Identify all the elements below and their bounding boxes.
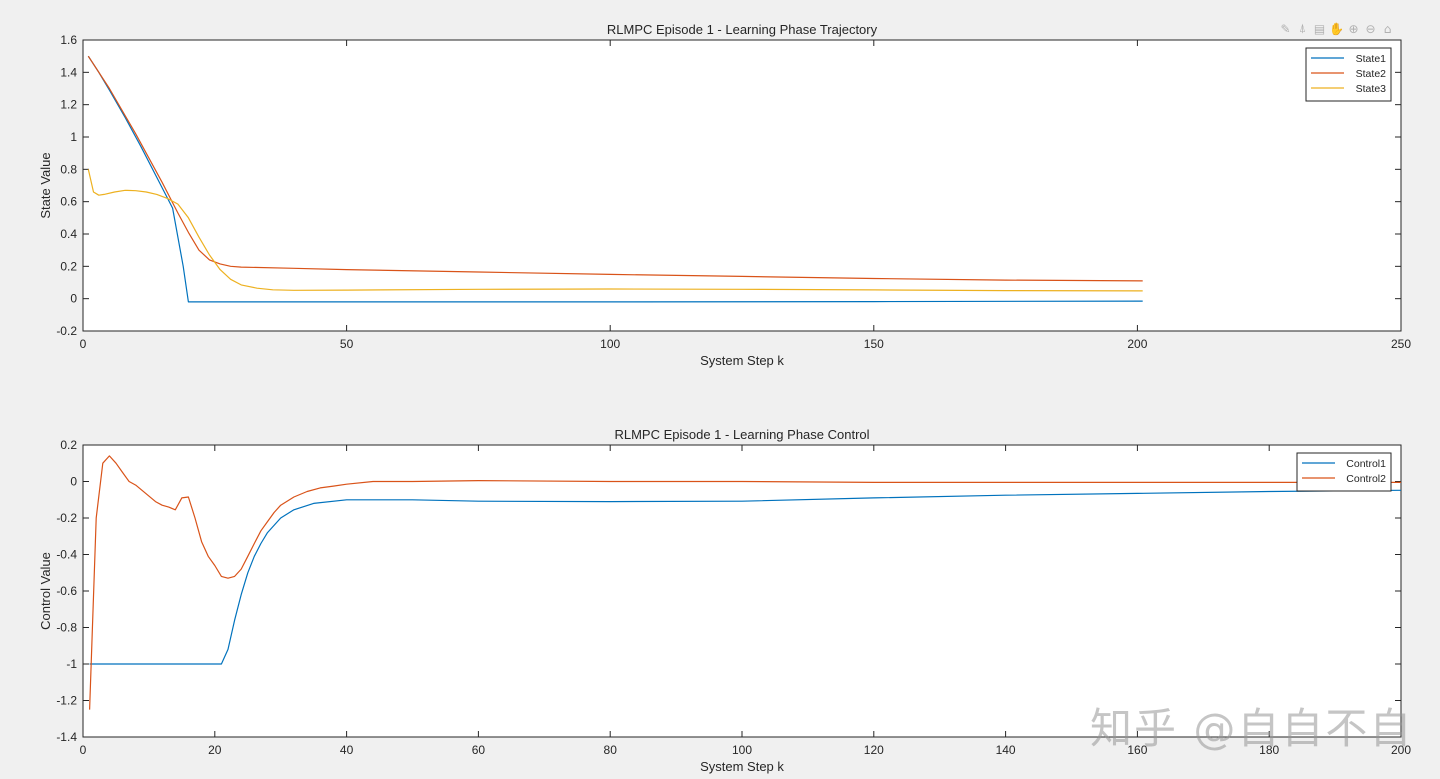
y-axis-label: State Value	[38, 152, 53, 218]
x-tick-label: 20	[208, 743, 222, 757]
y-tick-label: 0	[70, 475, 77, 489]
x-tick-label: 0	[80, 337, 87, 351]
pan-hand-icon[interactable]: ✋	[1329, 21, 1344, 36]
series-line-control2	[89, 455, 1401, 710]
x-tick-label: 0	[80, 743, 87, 757]
y-tick-label: -0.8	[56, 621, 77, 635]
x-tick-label: 60	[472, 743, 486, 757]
y-tick-label: -1	[66, 657, 77, 671]
series-line-state2	[87, 55, 1143, 282]
legend-label: State2	[1356, 68, 1387, 80]
y-tick-label: 1.2	[60, 98, 77, 112]
y-tick-label: 0.2	[60, 438, 77, 452]
y-tick-label: 1.6	[60, 33, 77, 47]
y-tick-label: 1	[70, 130, 77, 144]
trajectory-chart: RLMPC Episode 1 - Learning Phase Traject…	[38, 22, 1411, 368]
zoom-out-icon[interactable]: ⊖	[1365, 21, 1376, 36]
zoom-in-icon[interactable]: ⊕	[1348, 21, 1359, 36]
y-axis-label: Control Value	[38, 552, 53, 630]
x-tick-label: 160	[1127, 743, 1147, 757]
x-tick-label: 80	[604, 743, 618, 757]
y-tick-label: 0.8	[60, 162, 77, 176]
y-tick-label: 0.2	[60, 259, 77, 273]
legend-box	[1296, 452, 1392, 492]
watermark: 知乎 @自自不自	[1090, 704, 1414, 753]
x-tick-label: 250	[1391, 337, 1411, 351]
series-line-state1	[87, 55, 1143, 303]
control-chart: RLMPC Episode 1 - Learning Phase Control…	[38, 427, 1411, 774]
y-tick-label: 1.4	[60, 65, 77, 79]
x-tick-label: 150	[864, 337, 884, 351]
legend-box	[1305, 47, 1392, 102]
x-axis-label: System Step k	[700, 353, 784, 368]
x-tick-label: 200	[1127, 337, 1147, 351]
x-tick-label: 100	[732, 743, 752, 757]
x-tick-label: 120	[864, 743, 884, 757]
chart-title: RLMPC Episode 1 - Learning Phase Control	[614, 427, 869, 442]
y-tick-label: -0.2	[56, 511, 77, 525]
series-line-control1	[89, 489, 1402, 665]
x-tick-label: 100	[600, 337, 620, 351]
y-tick-label: 0.4	[60, 227, 77, 241]
legend-label: Control1	[1346, 458, 1386, 470]
legend-label: State1	[1356, 53, 1387, 65]
x-tick-label: 50	[340, 337, 354, 351]
x-tick-label: 40	[340, 743, 354, 757]
x-tick-label: 140	[996, 743, 1016, 757]
x-axis-label: System Step k	[700, 759, 784, 774]
datatip-icon[interactable]: ⍋	[1298, 21, 1307, 35]
series-line-state3	[87, 169, 1143, 292]
x-tick-label: 200	[1391, 743, 1411, 757]
y-tick-label: 0	[70, 292, 77, 306]
home-icon[interactable]: ⌂	[1383, 21, 1392, 36]
y-tick-label: -1.4	[56, 730, 77, 744]
y-tick-label: 0.6	[60, 195, 77, 209]
legend-toggle-icon[interactable]: ▤	[1313, 21, 1326, 36]
brush-icon[interactable]: ✎	[1280, 21, 1291, 36]
legend-label: State3	[1356, 83, 1387, 95]
legend-label: Control2	[1346, 473, 1386, 485]
y-tick-label: -0.4	[56, 548, 77, 562]
y-tick-label: -1.2	[56, 694, 77, 708]
y-tick-label: -0.6	[56, 584, 77, 598]
x-tick-label: 180	[1259, 743, 1279, 757]
plot-area	[82, 39, 1402, 332]
chart-title: RLMPC Episode 1 - Learning Phase Traject…	[607, 22, 878, 37]
plot-area	[82, 444, 1402, 738]
axes-toolbar: ✎ ⍋ ▤ ✋ ⊕ ⊖ ⌂	[1278, 21, 1395, 36]
y-tick-label: -0.2	[56, 324, 77, 338]
